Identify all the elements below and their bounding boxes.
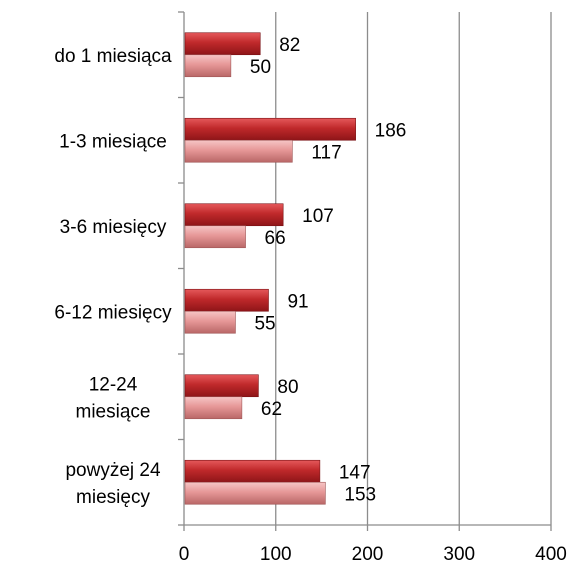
data-label: 55	[254, 313, 275, 334]
bar-series-2	[184, 481, 326, 505]
x-tick-label: 300	[443, 544, 475, 565]
bar-series-2	[184, 310, 236, 334]
bar-series-1	[184, 32, 261, 56]
category-label: powyżej 24	[65, 460, 160, 481]
category-label: 12-24	[89, 374, 138, 395]
data-label: 147	[339, 462, 371, 483]
bar-series-2	[184, 396, 243, 420]
x-tick-label: 0	[179, 544, 190, 565]
bar-series-1	[184, 288, 269, 312]
bar-series-1	[184, 459, 321, 483]
x-tick-label: 200	[352, 544, 384, 565]
category-label: miesięcy	[76, 487, 150, 508]
bar-series-2	[184, 139, 293, 163]
data-label: 50	[250, 57, 271, 78]
axes	[178, 11, 552, 531]
bar-series-1	[184, 117, 356, 141]
bar-series-2	[184, 54, 232, 78]
data-label: 91	[287, 291, 308, 312]
data-label: 62	[261, 399, 282, 420]
category-label: 6-12 miesięcy	[54, 302, 172, 323]
category-label: 1-3 miesiące	[59, 131, 167, 152]
data-label: 153	[344, 484, 376, 505]
bar-series-2	[184, 225, 246, 249]
bar-series-1	[184, 374, 259, 398]
gridlines	[275, 12, 552, 525]
x-tick-label: 400	[535, 544, 567, 565]
labels: 0 100 200 300 400 do 1 miesiąca 82 50 1-3 miesią…	[54, 35, 566, 565]
x-tick-label: 100	[260, 544, 292, 565]
data-label: 82	[279, 35, 300, 56]
data-label: 107	[302, 206, 334, 227]
category-label: do 1 miesiąca	[54, 46, 172, 67]
data-label: 66	[265, 228, 286, 249]
category-label: miesiące	[76, 401, 151, 422]
category-label: 3-6 miesięcy	[60, 217, 167, 238]
data-label: 117	[311, 142, 341, 163]
data-label: 80	[277, 377, 298, 398]
bar-series-1	[184, 203, 284, 227]
data-label: 186	[375, 120, 407, 141]
bars	[184, 32, 356, 505]
